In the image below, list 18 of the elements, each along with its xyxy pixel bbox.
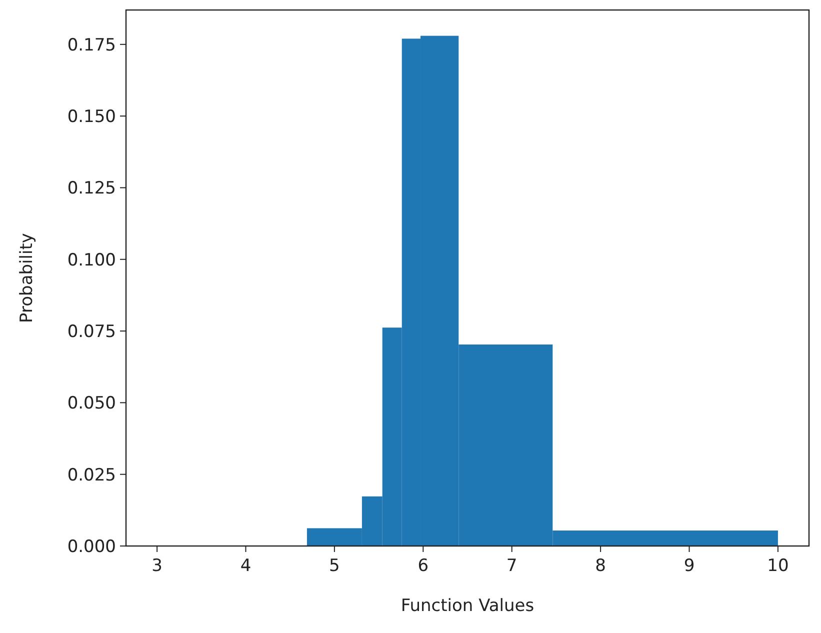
y-axis-title: Probability bbox=[17, 233, 37, 323]
x-tick-label: 4 bbox=[240, 556, 252, 576]
x-tick-label: 3 bbox=[152, 556, 162, 576]
x-axis-title: Function Values bbox=[400, 596, 534, 616]
y-tick-label: 0.125 bbox=[67, 178, 116, 199]
x-tick-label: 7 bbox=[506, 556, 518, 576]
x-tick-label: 9 bbox=[684, 556, 695, 576]
y-tick-label: 0.100 bbox=[67, 250, 116, 270]
y-tick-label: 0.075 bbox=[67, 322, 116, 342]
y-tick-label: 0.175 bbox=[67, 35, 116, 56]
x-tick-label: 8 bbox=[595, 556, 606, 576]
y-tick-label: 0.025 bbox=[67, 465, 116, 486]
y-tick-label: 0.050 bbox=[67, 394, 116, 414]
x-tick-label: 5 bbox=[329, 556, 340, 576]
x-tick-label: 6 bbox=[418, 556, 429, 576]
y-tick-label: 0.150 bbox=[67, 107, 116, 128]
y-tick-label: 0.000 bbox=[67, 536, 116, 557]
x-tick-label: 10 bbox=[767, 556, 789, 576]
